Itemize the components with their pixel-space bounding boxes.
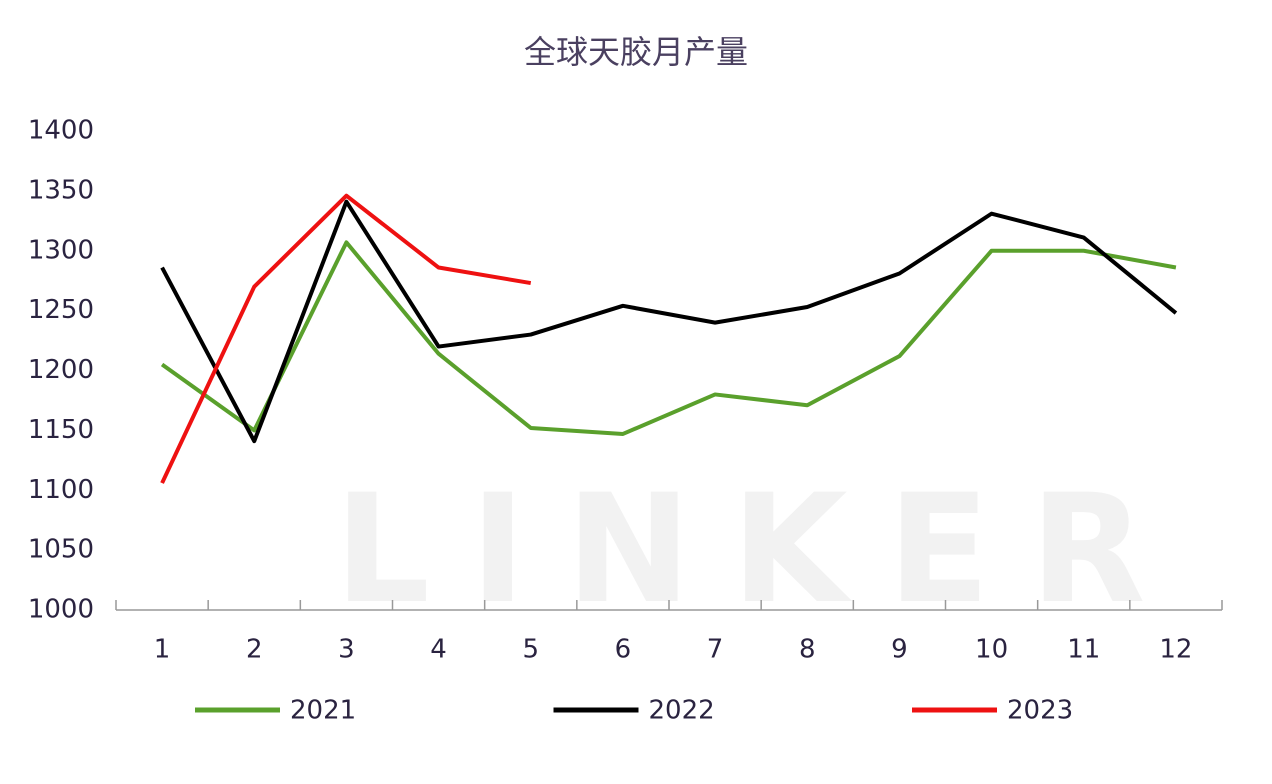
y-tick-label: 1400: [28, 116, 94, 146]
x-tick-label: 10: [975, 635, 1008, 665]
legend-label: 2022: [649, 696, 715, 726]
y-tick-label: 1100: [28, 475, 94, 505]
x-tick-label: 2: [246, 635, 263, 665]
y-tick-label: 1250: [28, 295, 94, 325]
x-tick-label: 5: [522, 635, 539, 665]
x-tick-label: 4: [430, 635, 447, 665]
legend-label: 2023: [1007, 696, 1073, 726]
y-tick-label: 1300: [28, 235, 94, 265]
y-tick-label: 1000: [28, 595, 94, 625]
x-tick-label: 7: [707, 635, 724, 665]
series-line: [160, 240, 1177, 436]
x-tick-label: 12: [1159, 635, 1192, 665]
legend-label: 2021: [290, 696, 356, 726]
y-tick-label: 1150: [28, 415, 94, 445]
series-line: [160, 199, 1178, 444]
series-line: [160, 193, 532, 484]
y-tick-label: 1050: [28, 535, 94, 565]
watermark: LINKER: [334, 463, 1185, 637]
x-tick-label: 6: [615, 635, 632, 665]
x-tick-label: 11: [1067, 635, 1100, 665]
y-tick-label: 1350: [28, 175, 94, 205]
x-tick-label: 9: [891, 635, 908, 665]
chart-title: 全球天胶月产量: [524, 33, 748, 71]
x-tick-label: 3: [338, 635, 355, 665]
x-tick-label: 8: [799, 635, 816, 665]
x-tick-label: 1: [154, 635, 171, 665]
y-tick-label: 1200: [28, 355, 94, 385]
